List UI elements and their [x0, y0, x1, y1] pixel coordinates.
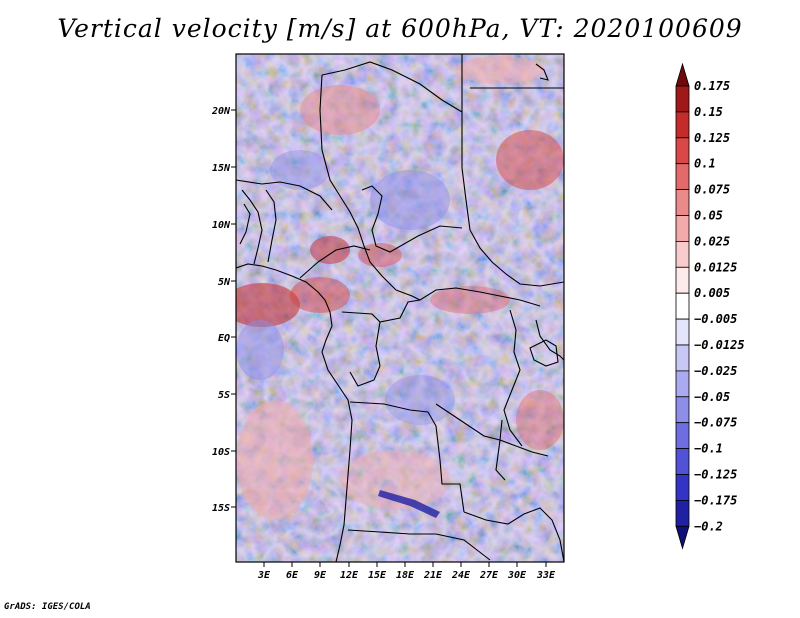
vertical-velocity-field [236, 54, 564, 562]
lon-tick-label: 18E [396, 570, 415, 581]
colorbar-level-label: −0.005 [694, 312, 737, 326]
lon-tick-label: 6E [286, 570, 299, 581]
colorbar-level-label: 0.005 [694, 286, 730, 300]
colorbar-level-label: −0.075 [694, 416, 737, 430]
colorbar-level-label: 0.175 [694, 79, 730, 93]
colorbar: 0.175 0.15 0.125 0.1 0.075 0.05 0.025 0.0125 0.0… [675, 62, 745, 550]
colorbar-swatch [675, 163, 690, 190]
colorbar-arrow-top [675, 62, 690, 87]
lon-tick-label: 24E [451, 570, 471, 581]
colorbar-swatch [675, 422, 690, 450]
colorbar-swatch [675, 137, 690, 165]
colorbar-swatch [675, 318, 690, 346]
colorbar-level-label: −0.05 [694, 390, 730, 404]
lat-tick-label: 10S [212, 447, 230, 458]
colorbar-swatch [675, 189, 690, 216]
colorbar-level-label: 0.1 [694, 157, 716, 171]
colorbar-swatch [675, 448, 690, 475]
colorbar-swatch [675, 111, 690, 139]
colorbar-swatch [675, 344, 690, 372]
colorbar-swatch [675, 370, 690, 398]
colorbar-level-label: 0.15 [694, 105, 723, 119]
lon-tick-label: 12E [340, 570, 359, 581]
latitude-axis [231, 109, 236, 508]
colorbar-swatch [675, 266, 690, 294]
colorbar-swatch [675, 499, 690, 527]
colorbar-level-label: 0.025 [694, 234, 730, 248]
colorbar-swatch [675, 240, 690, 268]
colorbar-level-label: −0.025 [694, 364, 737, 378]
lon-tick-label: 21E [423, 570, 443, 581]
map-frame [235, 53, 565, 563]
colorbar-swatch [675, 85, 690, 113]
colorbar-level-label: 0.0125 [694, 260, 737, 274]
colorbar-swatch [675, 396, 690, 424]
lat-tick-label: 20N [211, 106, 231, 117]
colorbar-swatch [675, 474, 690, 501]
lon-tick-label: 15E [368, 570, 387, 581]
lat-tick-label: 5S [218, 390, 230, 401]
colorbar-level-label: 0.075 [694, 183, 730, 197]
colorbar-level-label: −0.2 [694, 519, 723, 533]
lon-tick-label: 3E [257, 570, 271, 581]
lat-tick-label: EQ [218, 333, 230, 344]
country-borders [236, 54, 564, 562]
colorbar-level-label: 0.125 [694, 131, 730, 145]
colorbar-level-label: −0.175 [694, 493, 737, 507]
lat-tick-label: 15N [212, 163, 231, 174]
colorbar-arrow-bottom [675, 525, 690, 550]
chart-title: Vertical velocity [m/s] at 600hPa, VT: 2… [57, 14, 743, 43]
colorbar-level-label: −0.125 [694, 468, 737, 482]
lon-tick-label: 33E [536, 570, 556, 581]
colorbar-level-label: 0.05 [694, 209, 723, 223]
colorbar-level-label: −0.0125 [694, 338, 745, 352]
longitude-axis [263, 562, 547, 567]
lat-tick-label: 10N [212, 220, 231, 231]
colorbar-swatch [675, 292, 690, 320]
grads-credit: GrADS: IGES/COLA [4, 602, 91, 612]
colorbar-level-label: −0.1 [694, 442, 723, 456]
lon-tick-label: 9E [314, 570, 327, 581]
lon-tick-label: 27E [479, 570, 499, 581]
lat-tick-label: 5N [218, 277, 231, 288]
lon-tick-label: 30E [507, 570, 527, 581]
lat-tick-label: 15S [212, 503, 230, 514]
colorbar-swatch [675, 215, 690, 242]
